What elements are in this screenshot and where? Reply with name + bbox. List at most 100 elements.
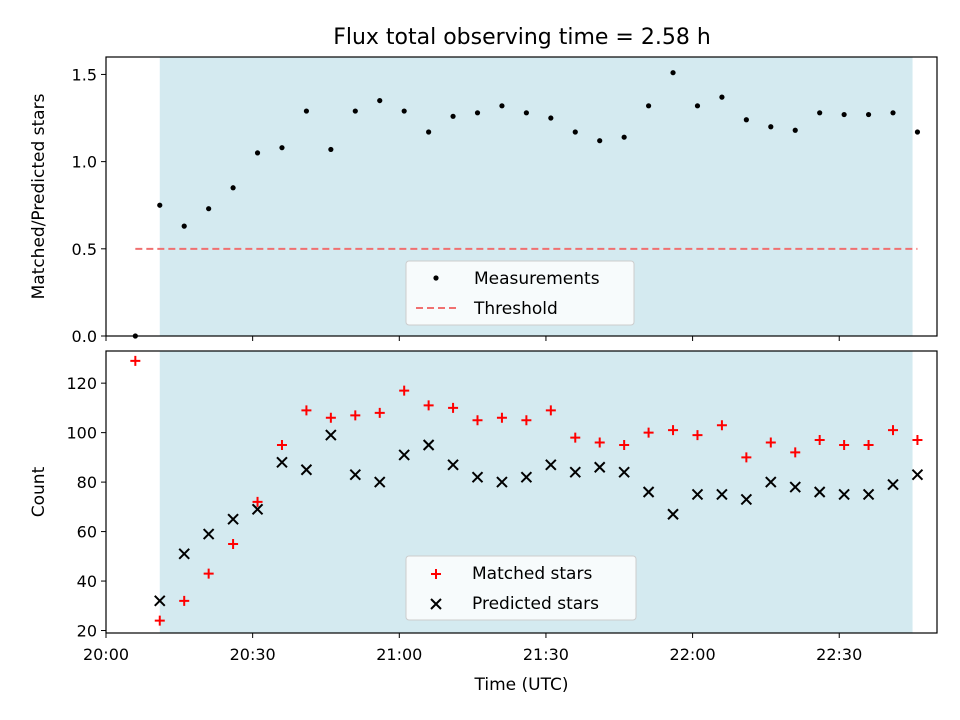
matched-star-point: [741, 452, 752, 463]
predicted-star-point: [276, 456, 288, 469]
matched-star-point: [668, 425, 679, 436]
matched-star-point: [888, 425, 899, 436]
predicted-star-point: [911, 468, 924, 481]
x-tick-label: 20:00: [83, 645, 129, 664]
measurement-point: [743, 117, 749, 123]
x-tick-label: 20:30: [230, 645, 276, 664]
measurement-point: [426, 129, 432, 135]
measurement-point: [206, 206, 212, 212]
measurement-point: [890, 110, 896, 116]
y-tick-label: 120: [66, 374, 97, 393]
y-tick-label: 60: [77, 523, 97, 542]
measurement-point: [401, 108, 407, 114]
predicted-star-point: [545, 459, 557, 471]
predicted-star-point: [154, 595, 166, 607]
measurement-point: [572, 129, 578, 135]
predicted-star-point: [422, 439, 435, 451]
y-tick-label: 1.5: [72, 65, 97, 84]
predicted-star-point: [349, 468, 362, 481]
measurement-point: [670, 70, 676, 76]
measurement-point: [719, 94, 725, 100]
ratio-marks: [132, 70, 921, 339]
predicted-star-point: [447, 459, 459, 471]
matched-star-point: [374, 407, 385, 418]
matched-star-point: [252, 496, 263, 507]
measurement-point: [328, 146, 334, 153]
matched-star-point: [276, 440, 287, 450]
predicted-star-point: [813, 486, 826, 498]
measurement-point: [914, 129, 921, 135]
predicted-star-point: [471, 471, 484, 483]
count-panel: 20 40 60 80 100 120 20:00 20:30 21:00 21:30 22:00…: [29, 350, 938, 695]
threshold-legend-label: Threshold: [473, 299, 558, 319]
predicted-star-point: [838, 488, 850, 501]
matched-star-point: [643, 427, 654, 438]
predicted-star-point: [862, 488, 875, 501]
y-tick-label: 1.0: [72, 153, 97, 172]
measurement-point: [377, 97, 383, 104]
predicted-star-point: [642, 486, 655, 498]
y-tick-label: 40: [77, 572, 97, 591]
ratio-legend: Measurements Threshold: [405, 260, 635, 326]
matched-star-point: [448, 402, 459, 413]
matched-stars-legend-label: Matched stars: [472, 564, 592, 584]
count-marks: [130, 355, 924, 626]
measurement-point: [352, 108, 358, 114]
ratio-panel: 0.0 0.5 1.0 1.5 Matched/Predicted stars Mea…: [29, 56, 938, 346]
y-tick-label: 100: [66, 424, 97, 443]
measurement-point: [523, 110, 529, 116]
predicted-star-point: [300, 464, 313, 476]
matched-star-point: [790, 447, 801, 458]
measurement-point: [645, 103, 652, 109]
predicted-star-point: [569, 466, 581, 478]
matched-star-point: [912, 435, 923, 446]
predicted-star-point: [789, 481, 801, 493]
count-axes-frame: [105, 350, 938, 634]
y-tick-label: 0.0: [72, 327, 97, 346]
predicted-star-point: [520, 471, 533, 483]
count-x-ticks: 20:00 20:30 21:00 21:30 22:00 22:30: [83, 633, 862, 664]
measurement-point: [279, 145, 285, 151]
measurement-point: [548, 115, 554, 121]
measurement-point: [841, 111, 847, 118]
measurement-point: [303, 108, 310, 114]
predicted-star-point: [740, 493, 753, 506]
matched-star-point: [350, 410, 361, 421]
predicted-star-point: [887, 478, 899, 491]
matched-star-point: [325, 412, 336, 423]
x-tick-label: 22:30: [816, 645, 862, 664]
matched-star-point: [814, 435, 825, 446]
predicted-star-point: [251, 503, 264, 516]
measurement-point: [181, 223, 187, 229]
matched-star-point: [863, 440, 874, 450]
predicted-star-point: [618, 466, 630, 478]
measurement-point: [865, 111, 872, 118]
predicted-star-point: [716, 488, 728, 501]
matched-star-point: [154, 615, 165, 626]
x-tick-label: 21:00: [376, 645, 422, 664]
predicted-star-point: [374, 476, 386, 488]
ratio-y-axis-label: Matched/Predicted stars: [29, 93, 49, 299]
predicted-star-point: [765, 476, 777, 488]
matched-star-point: [301, 405, 312, 416]
matched-star-point: [423, 400, 434, 411]
matched-star-point: [839, 440, 850, 450]
measurement-point: [621, 134, 627, 140]
ratio-x-ticks: [105, 336, 840, 341]
measurement-point: [230, 185, 236, 191]
measurements-legend-label: Measurements: [474, 269, 600, 289]
measurements-legend-marker: [433, 275, 439, 281]
measurement-point: [499, 103, 505, 109]
predicted-star-point: [594, 461, 606, 473]
matched-star-point: [496, 412, 507, 423]
matched-star-point: [179, 595, 190, 606]
matched-star-point: [228, 538, 239, 549]
matched-star-point: [521, 415, 532, 426]
matched-star-point: [594, 437, 605, 448]
y-tick-label: 20: [77, 622, 97, 641]
measurement-point: [768, 124, 774, 130]
predicted-star-point: [202, 528, 215, 540]
matched-star-point: [692, 430, 703, 441]
predicted-star-point: [691, 488, 704, 501]
